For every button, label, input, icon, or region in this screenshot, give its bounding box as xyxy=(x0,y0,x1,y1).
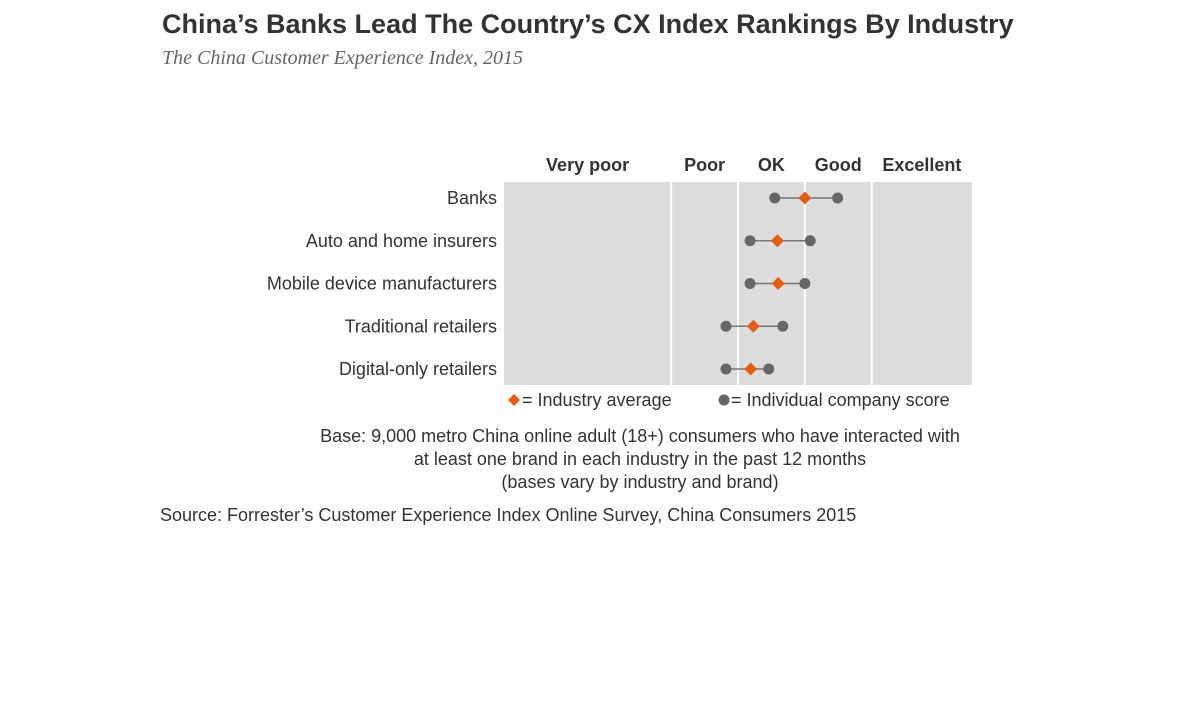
base-note-line: at least one brand in each industry in t… xyxy=(413,449,867,469)
legend-company-marker xyxy=(718,394,730,406)
industry-average-marker xyxy=(746,319,760,333)
band-label: Very poor xyxy=(546,155,629,175)
source-note: Source: Forrester’s Customer Experience … xyxy=(160,505,857,525)
legend: = Industry average = Individual company s… xyxy=(508,390,950,410)
category-label: Digital-only retailers xyxy=(339,359,497,379)
category-label: Auto and home insurers xyxy=(306,231,497,251)
company-min-point xyxy=(769,192,781,204)
industry-average-marker xyxy=(744,362,758,376)
company-min-point xyxy=(744,235,756,247)
band-label: Good xyxy=(815,155,862,175)
company-max-point xyxy=(804,235,816,247)
base-note-line: (bases vary by industry and brand) xyxy=(501,472,779,492)
band-label: OK xyxy=(758,155,785,175)
legend-average-marker xyxy=(508,394,520,406)
category-labels: Banks Auto and home insurers Mobile device… xyxy=(267,188,497,379)
score-points xyxy=(720,191,844,376)
chart-title: China’s Banks Lead The Country’s CX Inde… xyxy=(162,9,1014,39)
base-note-line: Base: 9,000 metro China online adult (18… xyxy=(320,426,960,446)
category-label: Traditional retailers xyxy=(345,316,497,336)
legend-company-label: = Individual company score xyxy=(731,390,950,410)
company-max-point xyxy=(777,320,789,332)
base-note: Base: 9,000 metro China online adult (18… xyxy=(290,425,990,494)
industry-average-marker xyxy=(798,191,812,205)
industry-average-marker xyxy=(771,277,785,290)
band-label: Excellent xyxy=(882,155,961,175)
company-min-point xyxy=(744,278,756,289)
company-max-point xyxy=(763,363,775,375)
company-max-point xyxy=(799,278,811,289)
company-min-point xyxy=(720,363,732,375)
band-label: Poor xyxy=(684,155,725,175)
band-labels: Very poor Poor OK Good Excellent xyxy=(546,155,961,175)
legend-average-label: = Industry average xyxy=(522,390,672,410)
industry-average-marker xyxy=(770,234,784,248)
company-min-point xyxy=(720,320,732,332)
chart-subtitle: The China Customer Experience Index, 201… xyxy=(162,47,524,69)
category-label: Mobile device manufacturers xyxy=(267,274,497,294)
category-label: Banks xyxy=(447,188,497,208)
company-max-point xyxy=(832,192,844,204)
